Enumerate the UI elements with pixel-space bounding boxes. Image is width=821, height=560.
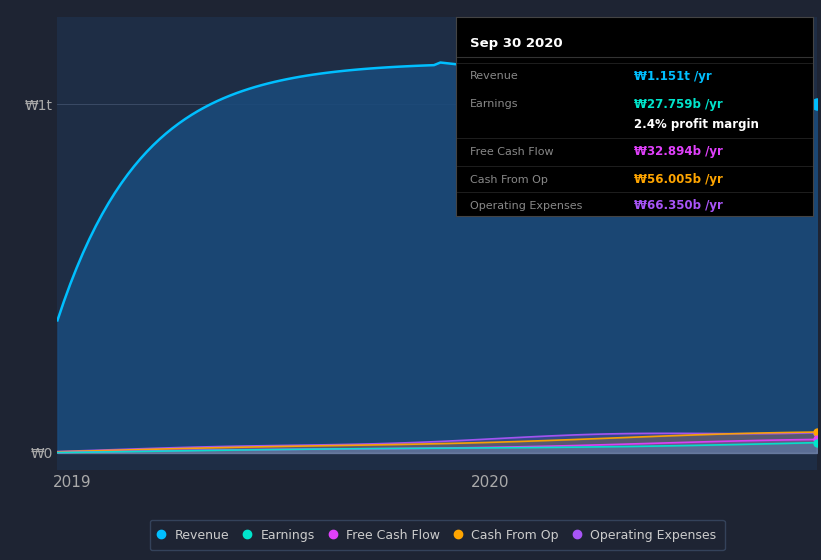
- Text: 2.4% profit margin: 2.4% profit margin: [635, 118, 759, 130]
- Text: ₩32.894b /yr: ₩32.894b /yr: [635, 146, 723, 158]
- Text: ₩1.151t /yr: ₩1.151t /yr: [635, 70, 712, 83]
- Text: Operating Expenses: Operating Expenses: [470, 200, 582, 211]
- Text: Revenue: Revenue: [470, 72, 519, 81]
- Text: ₩66.350b /yr: ₩66.350b /yr: [635, 199, 723, 212]
- Text: ₩27.759b /yr: ₩27.759b /yr: [635, 98, 723, 111]
- Text: Free Cash Flow: Free Cash Flow: [470, 147, 553, 157]
- Text: Earnings: Earnings: [470, 99, 518, 109]
- Text: Cash From Op: Cash From Op: [470, 175, 548, 185]
- Legend: Revenue, Earnings, Free Cash Flow, Cash From Op, Operating Expenses: Revenue, Earnings, Free Cash Flow, Cash …: [149, 520, 725, 550]
- Text: Sep 30 2020: Sep 30 2020: [470, 37, 562, 50]
- Text: ₩56.005b /yr: ₩56.005b /yr: [635, 173, 723, 186]
